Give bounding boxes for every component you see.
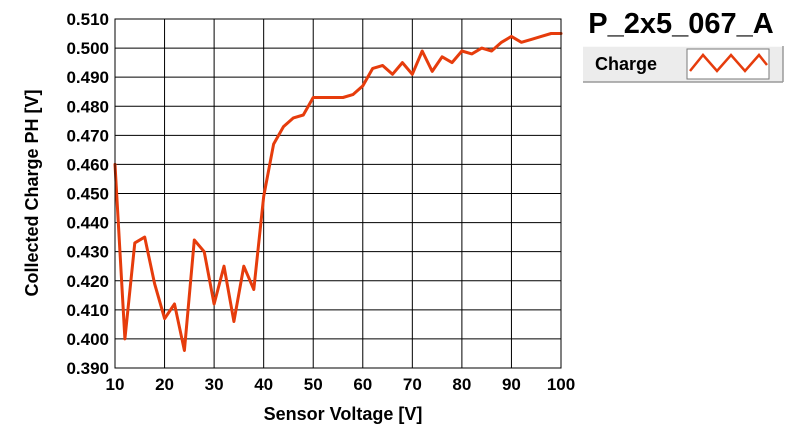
legend-label-charge: Charge <box>595 54 657 74</box>
x-tick-label: 50 <box>304 375 323 394</box>
series-line-charge <box>113 32 563 352</box>
legend-swatch-charge <box>689 53 768 73</box>
y-tick-label: 0.480 <box>66 97 109 116</box>
x-tick-label: 10 <box>106 375 125 394</box>
x-axis: 10 20 30 40 50 60 70 80 90 100 <box>106 375 576 394</box>
x-tick-label: 40 <box>254 375 273 394</box>
y-tick-label: 0.500 <box>66 39 109 58</box>
y-tick-label: 0.510 <box>66 10 109 29</box>
x-tick-label: 60 <box>353 375 372 394</box>
x-tick-label: 70 <box>403 375 422 394</box>
y-tick-label: 0.430 <box>66 243 109 262</box>
y-tick-label: 0.420 <box>66 272 109 291</box>
x-tick-label: 20 <box>155 375 174 394</box>
x-tick-label: 80 <box>452 375 471 394</box>
x-tick-label: 30 <box>205 375 224 394</box>
legend: Charge <box>583 45 784 83</box>
y-tick-label: 0.440 <box>66 214 109 233</box>
x-axis-title: Sensor Voltage [V] <box>264 404 423 424</box>
plot-frame <box>114 18 562 369</box>
y-tick-label: 0.470 <box>66 126 109 145</box>
y-tick-label: 0.490 <box>66 68 109 87</box>
x-tick-label: 90 <box>502 375 521 394</box>
y-tick-label: 0.400 <box>66 330 109 349</box>
y-tick-label: 0.410 <box>66 301 109 320</box>
y-axis: 0.390 0.400 0.410 0.420 0.430 0.440 0.450 0.460… <box>66 10 109 378</box>
chart-title: P_2x5_067_A <box>588 8 773 40</box>
y-tick-label: 0.460 <box>66 155 109 174</box>
y-tick-label: 0.450 <box>66 185 109 204</box>
legend-swatch-frame <box>686 48 770 80</box>
y-axis-title: Collected Charge PH [V] <box>22 89 42 296</box>
x-tick-label: 100 <box>547 375 575 394</box>
y-tick-label: 0.390 <box>66 359 109 378</box>
